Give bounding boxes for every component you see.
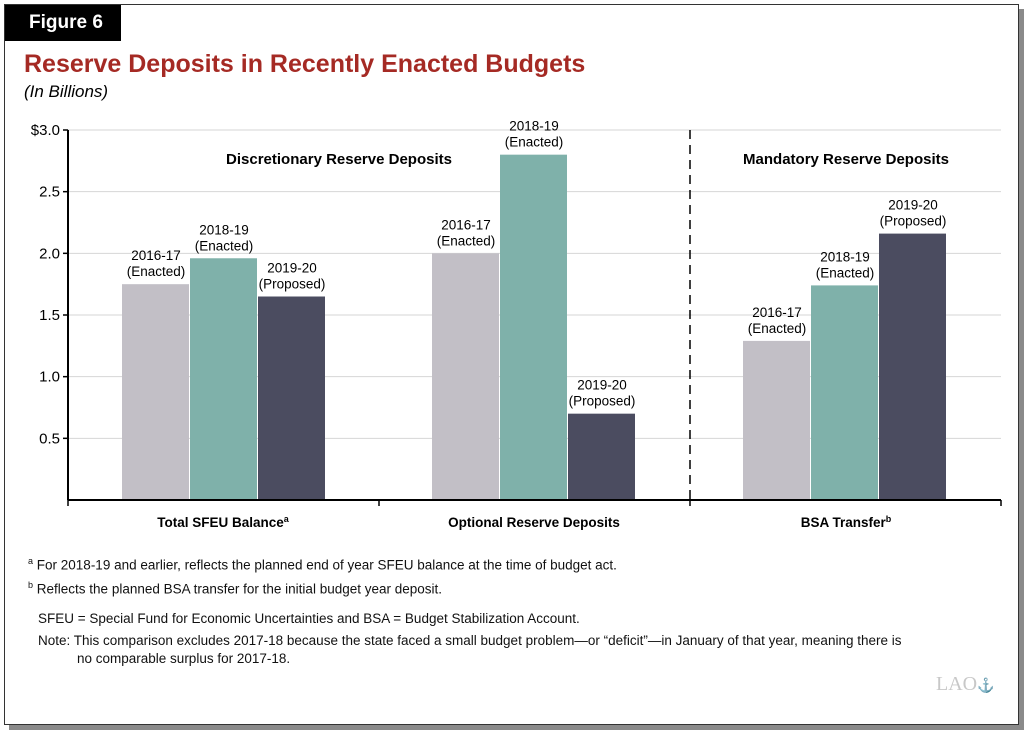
note-text: This comparison excludes 2017-18 because… bbox=[73, 633, 902, 648]
note: Note: This comparison excludes 2017-18 b… bbox=[38, 633, 902, 648]
data-label: 2019-20 bbox=[888, 198, 938, 213]
data-label: (Enacted) bbox=[195, 238, 254, 253]
chart-subtitle: (In Billions) bbox=[24, 82, 109, 101]
category-label: Total SFEU Balancea bbox=[157, 514, 290, 530]
bar-chart: 0.51.01.52.02.5$3.02016-17(Enacted)2016-… bbox=[31, 119, 1002, 530]
data-label: (Enacted) bbox=[127, 264, 186, 279]
bar bbox=[743, 340, 810, 500]
lao-logo: LAO⚓ bbox=[936, 673, 995, 695]
y-tick-label: 2.5 bbox=[39, 184, 60, 201]
category-label: BSA Transferb bbox=[801, 514, 892, 530]
category-label: Optional Reserve Deposits bbox=[448, 515, 620, 530]
footnote-b: b Reflects the planned BSA transfer for … bbox=[28, 580, 443, 597]
figure-label: Figure 6 bbox=[5, 5, 121, 41]
data-label: (Enacted) bbox=[748, 321, 807, 336]
bar bbox=[879, 233, 946, 500]
data-label: 2016-17 bbox=[441, 217, 491, 232]
footnote-a: a For 2018-19 and earlier, reflects the … bbox=[28, 556, 617, 573]
y-tick-label: 0.5 bbox=[39, 430, 60, 447]
data-label: 2019-20 bbox=[577, 378, 627, 393]
bar bbox=[122, 284, 189, 500]
note-continued: no comparable surplus for 2017-18. bbox=[77, 651, 291, 666]
section-label: Mandatory Reserve Deposits bbox=[743, 151, 949, 168]
data-label: (Proposed) bbox=[259, 277, 326, 292]
data-label: 2016-17 bbox=[131, 248, 181, 263]
data-label: (Enacted) bbox=[816, 265, 875, 280]
footnote-a-text: For 2018-19 and earlier, reflects the pl… bbox=[36, 557, 617, 573]
bar bbox=[811, 285, 878, 500]
bar bbox=[190, 258, 257, 500]
data-label: 2018-19 bbox=[820, 249, 870, 264]
bar bbox=[568, 413, 635, 500]
note-label: Note: bbox=[38, 633, 71, 648]
y-tick-label: $3.0 bbox=[31, 122, 60, 139]
y-tick-label: 1.0 bbox=[39, 369, 60, 386]
bar bbox=[500, 154, 567, 500]
y-tick-label: 2.0 bbox=[39, 245, 60, 262]
y-tick-label: 1.5 bbox=[39, 307, 60, 324]
section-label: Discretionary Reserve Deposits bbox=[226, 151, 452, 168]
data-label: 2018-19 bbox=[199, 222, 249, 237]
data-label: 2019-20 bbox=[267, 261, 317, 276]
data-label: (Enacted) bbox=[505, 135, 564, 150]
data-label: (Proposed) bbox=[569, 394, 636, 409]
bar bbox=[258, 296, 325, 500]
data-label: (Proposed) bbox=[880, 214, 947, 229]
chart-title: Reserve Deposits in Recently Enacted Bud… bbox=[24, 50, 586, 78]
data-label: (Enacted) bbox=[437, 233, 496, 248]
data-label: 2016-17 bbox=[752, 305, 802, 320]
data-label: 2018-19 bbox=[509, 119, 559, 134]
footnote-b-text: Reflects the planned BSA transfer for th… bbox=[36, 581, 443, 597]
abbreviations: SFEU = Special Fund for Economic Uncerta… bbox=[38, 611, 580, 626]
bar bbox=[432, 253, 499, 500]
